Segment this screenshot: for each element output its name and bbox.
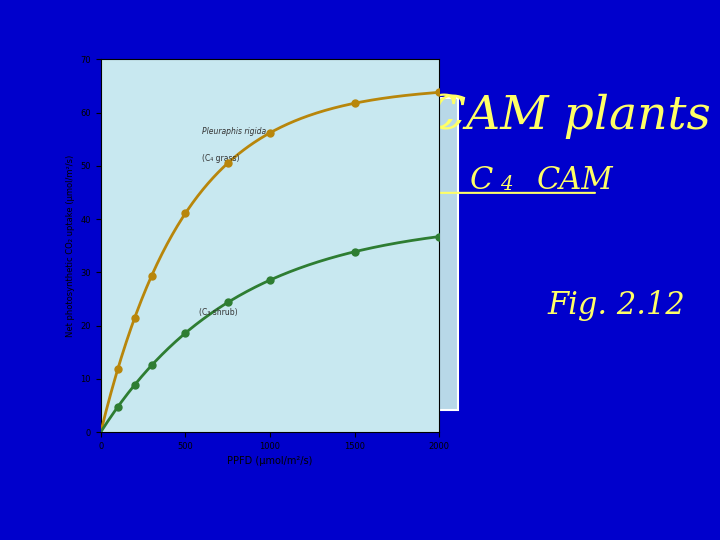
Text: 4: 4 xyxy=(384,104,404,136)
Text: C: C xyxy=(469,165,492,195)
Point xyxy=(349,247,361,256)
Point xyxy=(129,381,140,389)
Point xyxy=(145,272,158,280)
Text: , C: , C xyxy=(336,94,402,139)
Text: (C₄ grass): (C₄ grass) xyxy=(202,153,240,163)
Point xyxy=(349,99,361,107)
Point xyxy=(433,88,445,97)
Point xyxy=(264,129,276,137)
Point xyxy=(129,314,140,322)
Point xyxy=(264,276,276,285)
Text: CAM: CAM xyxy=(536,165,613,195)
Point xyxy=(180,329,192,338)
Text: • Trait: • Trait xyxy=(124,165,226,195)
Point xyxy=(222,159,233,167)
Y-axis label: Net photosynthetic CO₂ uptake (μmol/m²/s): Net photosynthetic CO₂ uptake (μmol/m²/s… xyxy=(66,154,75,337)
Text: Pleuraphis rigida: Pleuraphis rigida xyxy=(202,127,266,136)
Point xyxy=(433,232,445,241)
Text: 3: 3 xyxy=(428,175,440,194)
Point xyxy=(145,361,158,370)
Text: Fig. 2.12: Fig. 2.12 xyxy=(547,291,685,321)
Point xyxy=(222,298,233,307)
X-axis label: PPFD (μmol/m²/s): PPFD (μmol/m²/s) xyxy=(228,456,312,466)
Point xyxy=(112,403,124,411)
Text: Comparing C: Comparing C xyxy=(140,94,457,139)
Point xyxy=(112,365,124,374)
Text: • Max. Ps rate: • Max. Ps rate xyxy=(124,206,346,237)
Point xyxy=(180,209,192,218)
Text: 4: 4 xyxy=(500,175,513,194)
Text: C: C xyxy=(397,165,420,195)
Text: 3: 3 xyxy=(322,104,341,136)
FancyBboxPatch shape xyxy=(129,98,458,410)
Text: , CAM plants: , CAM plants xyxy=(400,94,711,139)
Text: (C₃ shrub): (C₃ shrub) xyxy=(199,308,238,317)
